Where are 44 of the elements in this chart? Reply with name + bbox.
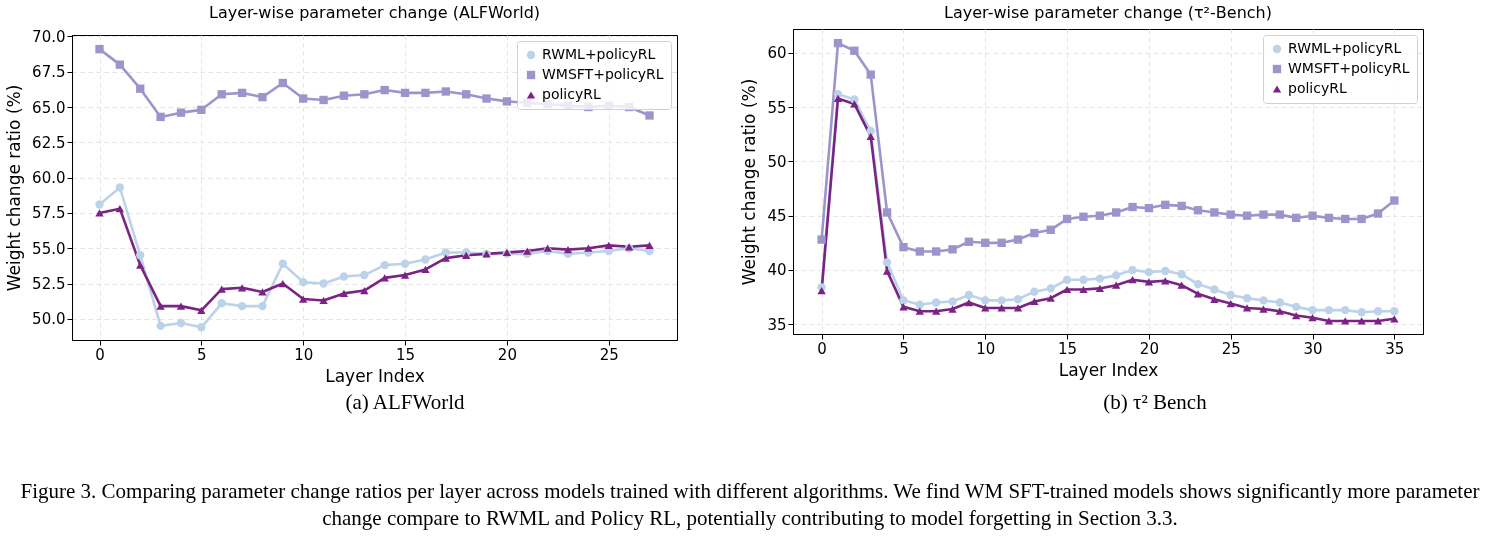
y-tick-label: 57.5 — [32, 204, 66, 223]
y-tick-label: 60.0 — [32, 169, 66, 188]
y-tick-label: 62.5 — [32, 133, 66, 152]
legend-label: policyRL — [1288, 80, 1347, 96]
x-axis-title: Layer Index — [1058, 359, 1159, 380]
y-tick-label: 52.5 — [32, 275, 66, 294]
y-axis-title: Weight change ratio (%) — [4, 84, 25, 292]
y-tick-label: 50.0 — [32, 310, 66, 329]
x-tick-label: 15 — [1058, 339, 1078, 358]
y-tick-label: 40 — [767, 261, 787, 280]
chart-title: Layer-wise parameter change (τ²-Bench) — [944, 3, 1272, 22]
y-tick-label: 50 — [767, 152, 787, 171]
caption: Figure 3. Comparing parameter change ratios per layer across models trained with different algorithms. We find WM SFT-trained models shows significantly more parameter change compare to RWML and Policy RL, potentially contributing to model forgetting in Section 3.3. — [20, 478, 1480, 532]
y-tick-label: 70.0 — [32, 27, 66, 46]
x-tick-label: 35 — [1385, 339, 1405, 358]
x-tick-label: 5 — [197, 345, 207, 364]
legend-label: RWML+policyRL — [1288, 40, 1402, 56]
x-tick-label: 25 — [1221, 339, 1241, 358]
legend-label: WMSFT+policyRL — [1288, 60, 1410, 76]
legend-label: policyRL — [542, 86, 601, 102]
y-tick-label: 45 — [767, 207, 787, 226]
text: (b) τ² Bench — [1102, 390, 1208, 415]
y-tick-label: 67.5 — [32, 63, 66, 82]
x-tick-label: 20 — [1139, 339, 1159, 358]
legend-label: WMSFT+policyRL — [542, 66, 664, 82]
x-tick-label: 20 — [497, 345, 517, 364]
x-tick-label: 10 — [294, 345, 314, 364]
x-tick-label: 10 — [976, 339, 996, 358]
y-axis-title: Weight change ratio (%) — [739, 78, 760, 286]
y-tick-label: 55.0 — [32, 239, 66, 258]
x-tick-label: 15 — [396, 345, 416, 364]
x-tick-label: 25 — [599, 345, 619, 364]
x-tick-label: 30 — [1303, 339, 1323, 358]
x-tick-label: 0 — [95, 345, 105, 364]
text: (a) ALFWorld — [344, 390, 466, 415]
x-tick-label: 0 — [817, 339, 827, 358]
x-tick-label: 5 — [899, 339, 909, 358]
x-axis-title: Layer Index — [325, 365, 425, 386]
y-tick-label: 55 — [767, 98, 787, 117]
legend-label: RWML+policyRL — [542, 46, 656, 62]
y-tick-label: 35 — [767, 315, 787, 334]
chart-title: Layer-wise parameter change (ALFWorld) — [208, 3, 541, 23]
y-tick-label: 65.0 — [32, 98, 66, 117]
y-tick-label: 60 — [767, 44, 787, 63]
